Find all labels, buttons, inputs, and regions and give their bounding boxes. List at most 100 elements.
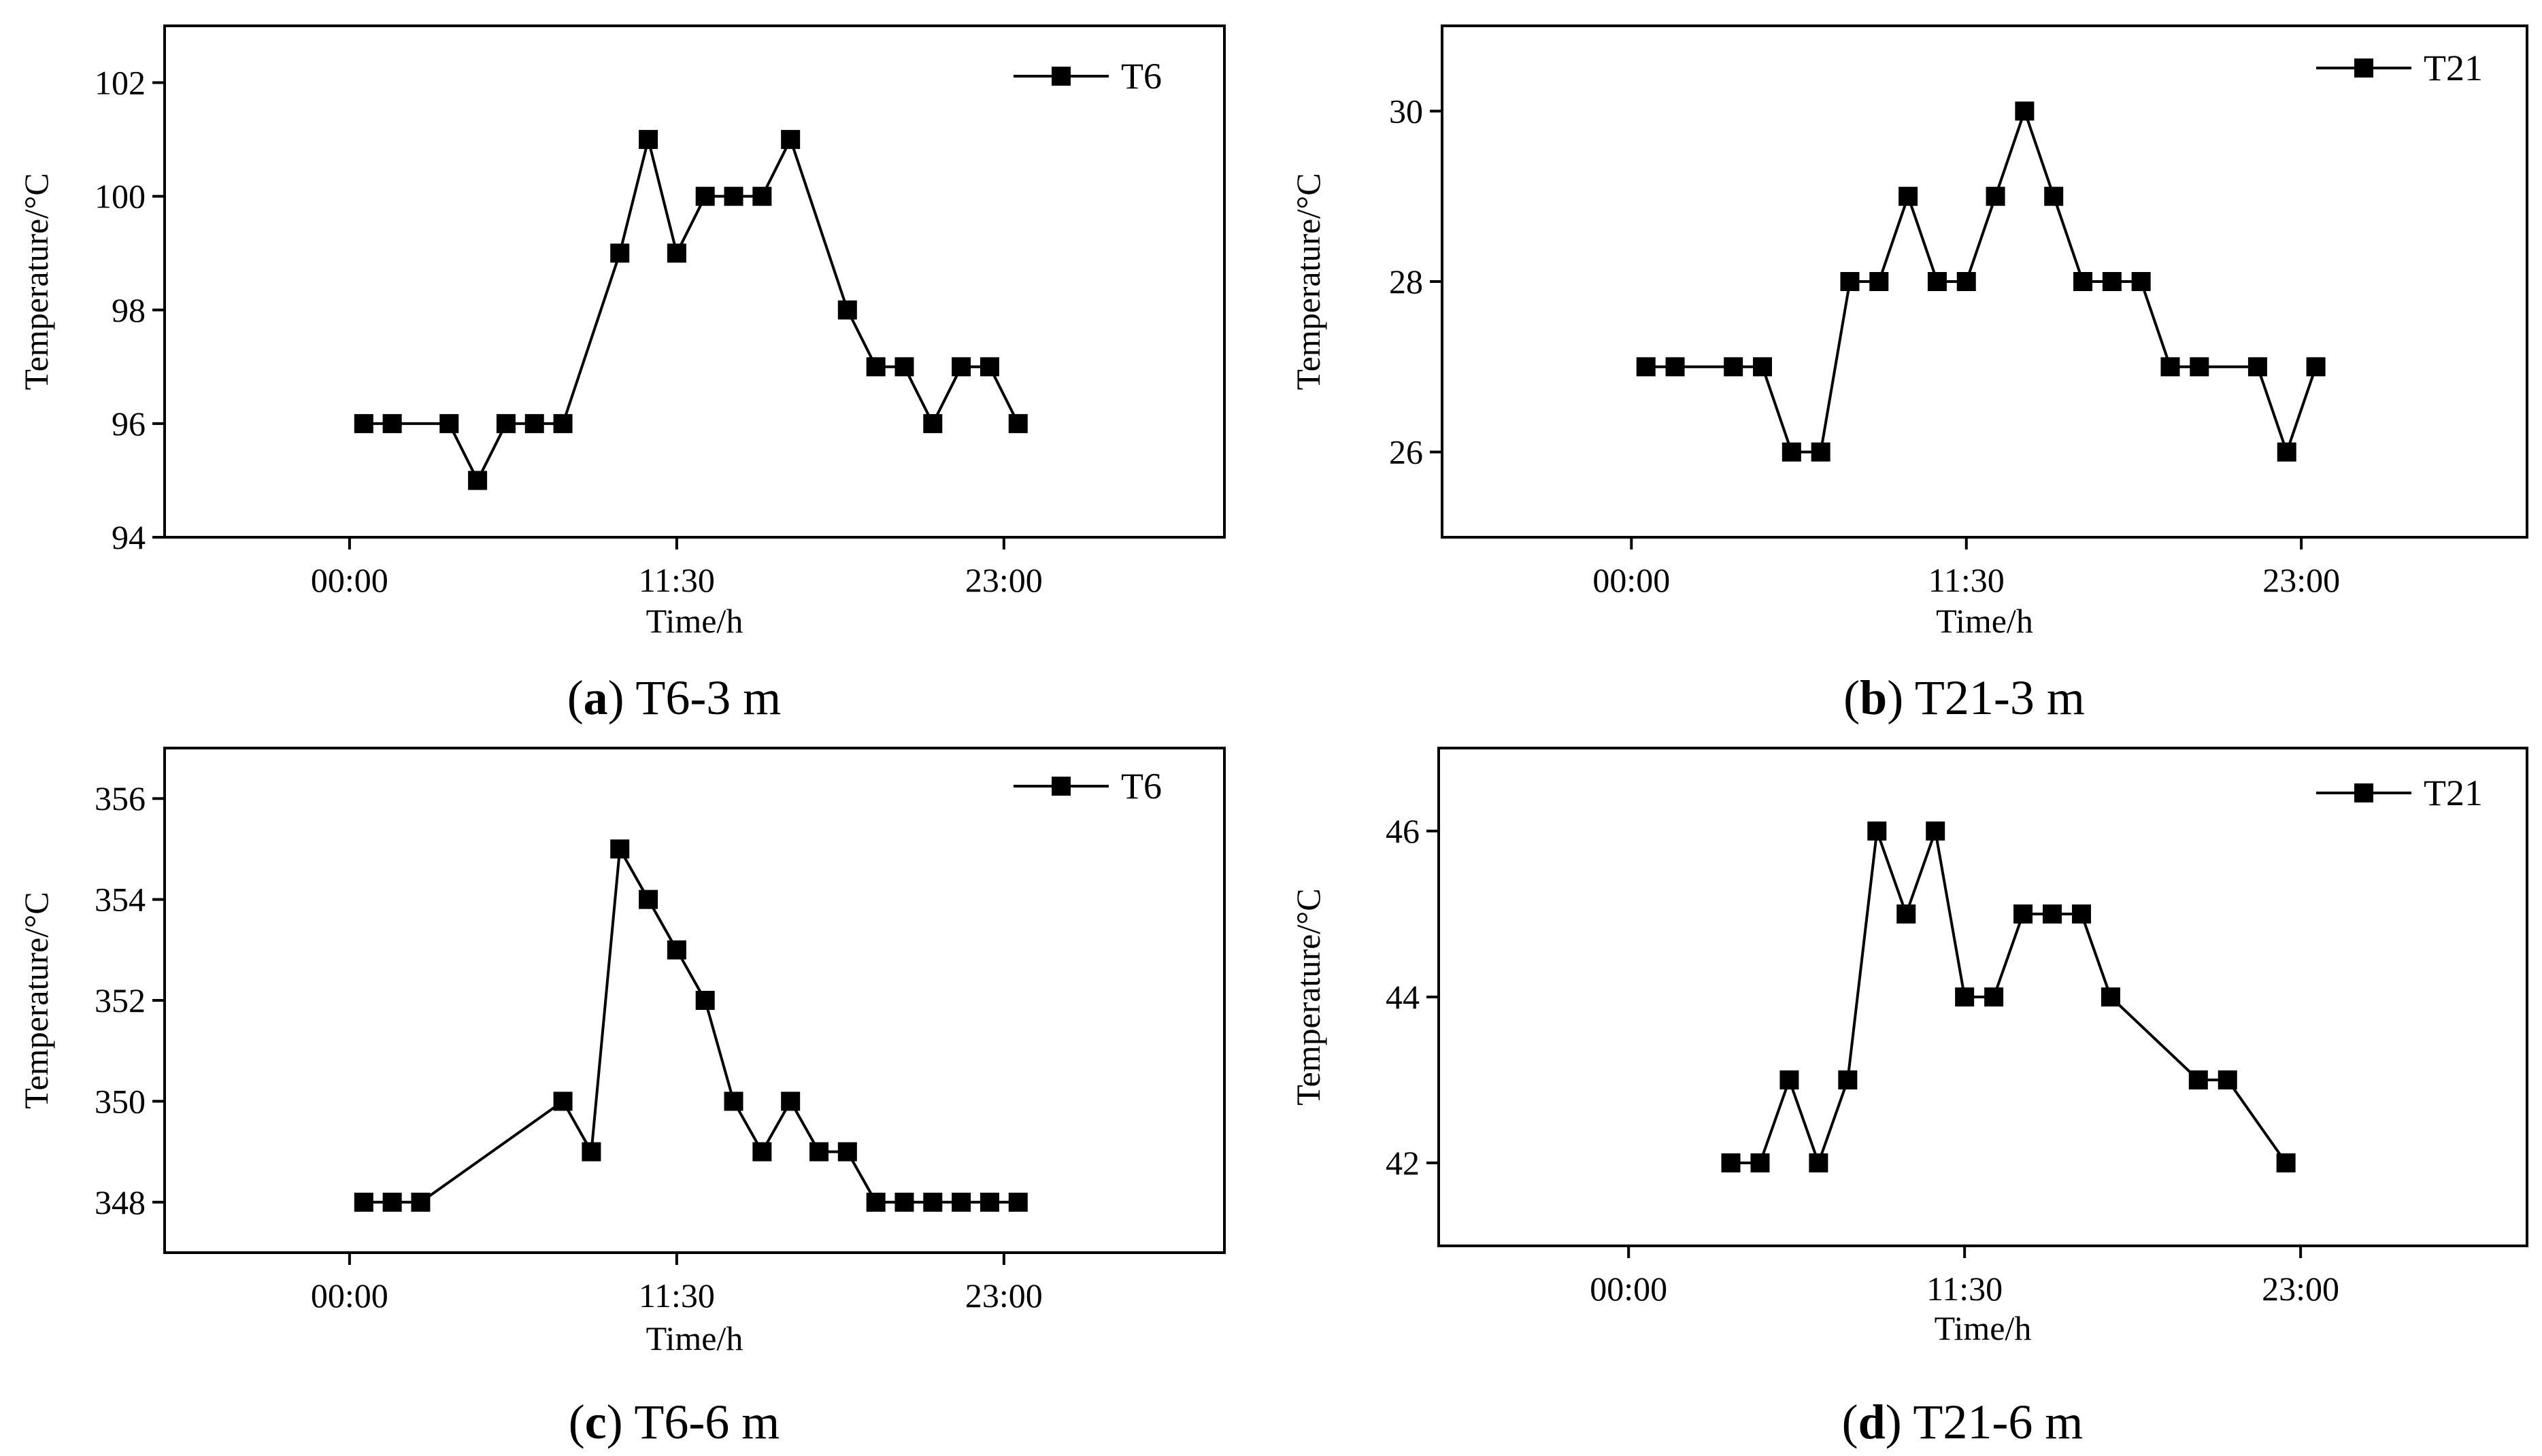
data-point-d-6 bbox=[1896, 904, 1916, 924]
series-line-b-0 bbox=[1645, 107, 2318, 456]
series-line-a-0 bbox=[363, 135, 1020, 484]
data-point-c-11 bbox=[781, 1091, 801, 1111]
y-tick-label-b-0: 26 bbox=[1389, 433, 1423, 471]
legend-marker-c bbox=[1052, 777, 1071, 796]
data-point-b-20 bbox=[2277, 442, 2296, 462]
y-tick-label-d-1: 44 bbox=[1386, 978, 1420, 1016]
caption-a: (a) T6-3 m bbox=[567, 671, 782, 725]
y-tick-label-c-1: 350 bbox=[95, 1082, 146, 1120]
data-point-b-7 bbox=[1869, 272, 1889, 291]
caption-letter-d: d bbox=[1858, 1395, 1886, 1449]
data-point-c-6 bbox=[639, 890, 658, 909]
plot-frame-b bbox=[1441, 24, 2528, 539]
caption-c: (c) T6-6 m bbox=[569, 1395, 780, 1449]
chart-b-svg: 26 28 30 00:00 11:30 23:00 Time/h Temperature/°… bbox=[1289, 24, 2528, 725]
data-point-c-15 bbox=[894, 1192, 914, 1212]
x-tick-label-c-2: 23:00 bbox=[965, 1276, 1043, 1315]
legend-marker-b bbox=[2354, 58, 2373, 78]
y-tick-label-c-3: 354 bbox=[95, 881, 146, 919]
data-point-d-8 bbox=[1955, 987, 1975, 1006]
data-point-c-0 bbox=[354, 1192, 373, 1212]
data-point-a-5 bbox=[524, 413, 544, 433]
data-point-a-1 bbox=[382, 413, 402, 433]
caption-letter-b: b bbox=[1860, 671, 1887, 725]
data-point-b-6 bbox=[1840, 272, 1860, 291]
data-point-c-7 bbox=[667, 940, 686, 960]
data-point-c-18 bbox=[980, 1192, 999, 1212]
series-line-d-0 bbox=[1730, 826, 2288, 1168]
data-point-d-7 bbox=[1926, 822, 1945, 841]
data-point-c-10 bbox=[752, 1142, 772, 1162]
data-point-c-13 bbox=[837, 1142, 857, 1162]
chart-d-svg: 42 44 46 00:00 11:30 23:00 Time/h Temperature/°… bbox=[1289, 747, 2528, 1449]
caption-d: (d) T21-6 m bbox=[1842, 1395, 2084, 1449]
chart-panel-a: 94 96 98 100 102 00:00 11:30 23:00 Time/h Tempera… bbox=[0, 0, 1270, 726]
data-point-a-16 bbox=[894, 357, 914, 377]
plot-frame-a bbox=[163, 24, 1226, 539]
chart-a-svg: 94 96 98 100 102 00:00 11:30 23:00 Time/h Tempera… bbox=[17, 24, 1226, 725]
caption-open-paren-b: ( bbox=[1843, 671, 1860, 725]
data-point-b-4 bbox=[1782, 442, 1801, 462]
y-tick-label-a-4: 102 bbox=[95, 64, 146, 102]
x-axis-title-a: Time/h bbox=[646, 602, 743, 640]
data-point-b-19 bbox=[2247, 357, 2267, 377]
x-tick-label-d-1: 11:30 bbox=[1926, 1270, 2003, 1308]
x-tick-label-d-2: 23:00 bbox=[2262, 1270, 2339, 1308]
x-tick-label-d-0: 00:00 bbox=[1590, 1270, 1667, 1308]
data-point-a-17 bbox=[923, 413, 943, 433]
chart-panel-b: 26 28 30 00:00 11:30 23:00 Time/h Temperature/°… bbox=[1272, 0, 2542, 726]
x-tick-label-b-1: 11:30 bbox=[1928, 561, 2005, 599]
data-point-c-12 bbox=[809, 1142, 829, 1162]
chart-panel-d: 42 44 46 00:00 11:30 23:00 Time/h Temperature/°… bbox=[1272, 728, 2542, 1454]
data-point-d-13 bbox=[2101, 987, 2120, 1006]
data-point-c-14 bbox=[866, 1192, 886, 1212]
caption-text-c: ) T6-6 m bbox=[607, 1395, 780, 1449]
caption-open-paren-a: ( bbox=[567, 671, 584, 725]
data-point-d-15 bbox=[2218, 1070, 2237, 1089]
caption-b: (b) T21-3 m bbox=[1843, 671, 2085, 725]
legend-marker-d bbox=[2354, 783, 2373, 802]
data-point-b-1 bbox=[1665, 357, 1685, 377]
data-point-a-4 bbox=[496, 413, 516, 433]
data-point-a-10 bbox=[695, 186, 715, 206]
legend-label-d: T21 bbox=[2424, 773, 2483, 813]
data-point-c-19 bbox=[1008, 1192, 1028, 1212]
data-point-a-20 bbox=[1008, 413, 1028, 433]
data-point-c-1 bbox=[382, 1192, 402, 1212]
caption-text-d: ) T21-6 m bbox=[1886, 1395, 2084, 1449]
data-point-b-15 bbox=[2102, 272, 2122, 291]
legend-marker-a bbox=[1052, 67, 1071, 86]
y-tick-label-c-4: 356 bbox=[95, 779, 146, 817]
legend-label-a: T6 bbox=[1121, 56, 1162, 97]
data-point-b-16 bbox=[2131, 272, 2151, 291]
data-point-d-9 bbox=[1984, 987, 2004, 1006]
chart-c-svg: 348 350 352 354 356 00:00 11:30 23:00 Time/h Temp… bbox=[17, 747, 1226, 1449]
data-point-c-9 bbox=[724, 1091, 743, 1111]
x-tick-label-c-0: 00:00 bbox=[311, 1276, 388, 1315]
x-tick-label-a-0: 00:00 bbox=[311, 561, 388, 599]
legend-label-b: T21 bbox=[2424, 48, 2483, 88]
data-point-b-13 bbox=[2044, 186, 2064, 206]
data-point-d-2 bbox=[1779, 1070, 1799, 1089]
data-point-c-2 bbox=[411, 1192, 431, 1212]
data-point-d-10 bbox=[2013, 904, 2033, 924]
y-axis-title-b: Temperature/°C bbox=[1289, 173, 1327, 390]
plot-frame-c bbox=[163, 747, 1226, 1254]
data-point-c-16 bbox=[923, 1192, 943, 1212]
legend-label-c: T6 bbox=[1121, 766, 1162, 807]
caption-open-paren-c: ( bbox=[569, 1395, 585, 1449]
y-axis-title-d: Temperature/°C bbox=[1289, 888, 1327, 1105]
data-point-d-0 bbox=[1721, 1153, 1741, 1172]
y-tick-label-d-0: 42 bbox=[1386, 1144, 1420, 1182]
data-point-c-8 bbox=[695, 991, 715, 1010]
data-point-a-2 bbox=[439, 413, 459, 433]
data-point-b-9 bbox=[1927, 272, 1947, 291]
data-point-b-17 bbox=[2160, 357, 2180, 377]
data-point-a-12 bbox=[752, 186, 772, 206]
data-point-a-9 bbox=[667, 243, 686, 263]
data-point-c-17 bbox=[952, 1192, 971, 1212]
data-point-d-11 bbox=[2043, 904, 2062, 924]
chart-panel-c: 348 350 352 354 356 00:00 11:30 23:00 Time/h Temp… bbox=[0, 728, 1270, 1454]
y-tick-label-c-2: 352 bbox=[95, 981, 146, 1019]
data-point-b-10 bbox=[1956, 272, 1976, 291]
